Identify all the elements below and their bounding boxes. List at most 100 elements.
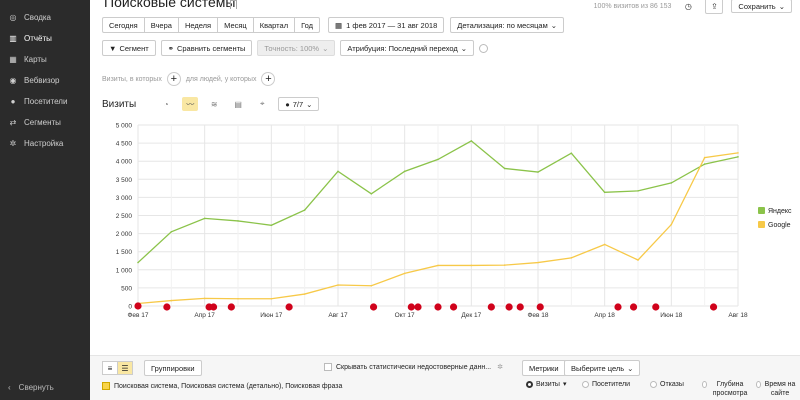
annotation-marker <box>505 303 513 311</box>
maps-icon: ▦ <box>9 55 17 64</box>
chevron-left-icon: ‹ <box>8 383 11 392</box>
sidebar-item-5[interactable]: ⇄ Сегменты <box>0 112 90 133</box>
sidebar-item-0[interactable]: ◎ Сводка <box>0 7 90 28</box>
date-range-picker[interactable]: ▦ 1 фев 2017 — 31 авг 2018 <box>328 17 445 33</box>
period-button-4[interactable]: Квартал <box>252 17 296 33</box>
sidebar-item-3[interactable]: ◉ Вебвизор <box>0 70 90 91</box>
dashboard-icon: ◎ <box>9 13 17 22</box>
series-count-select[interactable]: ● 7/7 ⌄ <box>278 97 320 111</box>
data-point <box>537 171 539 173</box>
period-button-1[interactable]: Вчера <box>143 17 179 33</box>
column-time-label: Время на сайте <box>764 381 796 397</box>
history-icon[interactable]: ◷ <box>679 0 698 14</box>
bookmark-icon[interactable] <box>230 0 237 9</box>
column-time[interactable]: Время на сайте <box>756 380 796 398</box>
legend-label: Google <box>768 222 791 229</box>
x-tick-label: Авг 17 <box>328 312 348 319</box>
column-visits[interactable]: Визиты ▾ <box>526 380 566 389</box>
radio-visits[interactable] <box>526 381 533 388</box>
segment-button[interactable]: ▼ Сегмент <box>102 40 156 56</box>
groupings-button[interactable]: Группировки <box>144 360 202 376</box>
data-point <box>670 182 673 184</box>
data-point <box>303 209 306 211</box>
period-buttons: Сегодня Вчера Неделя Месяц Квартал Год <box>102 17 321 33</box>
line-chart-icon[interactable]: 〰 <box>182 97 199 111</box>
collapse-label: Свернуть <box>18 383 54 392</box>
radio-bounces[interactable] <box>650 381 657 388</box>
visits-share: 100% визитов из 86 153 <box>593 2 672 10</box>
data-point <box>603 243 606 246</box>
save-button[interactable]: Сохранить ⌄ <box>731 0 792 13</box>
period-toolbar: Сегодня Вчера Неделя Месяц Квартал Год ▦ 1 фе… <box>102 17 565 33</box>
annotation-marker <box>516 303 524 311</box>
radio-time[interactable] <box>756 381 762 388</box>
sidebar-item-2[interactable]: ▦ Карты <box>0 49 90 70</box>
sidebar-item-1[interactable]: ▥ Отчёты <box>0 28 90 49</box>
data-point <box>370 284 373 287</box>
chevron-down-icon: ⌄ <box>460 43 468 53</box>
radio-depth[interactable] <box>702 381 708 388</box>
area-chart-icon[interactable]: ≋ <box>210 99 218 109</box>
chevron-down-icon: ⌄ <box>627 363 634 373</box>
sidebar-item-label: Посетители <box>24 97 68 106</box>
people-condition-label: для людей, у которых <box>185 75 257 83</box>
data-point <box>570 257 573 259</box>
bar-chart-icon[interactable]: ▤ <box>234 99 242 109</box>
visitors-icon: ● <box>10 97 16 106</box>
data-point <box>603 191 606 194</box>
x-tick-label: Фев 18 <box>527 312 548 319</box>
header-actions: 100% визитов из 86 153 ◷ ⇪ Сохранить ⌄ <box>594 0 792 14</box>
annotation-marker <box>414 303 422 311</box>
y-tick-label: 4 000 <box>116 159 133 166</box>
collapse-sidebar-button[interactable]: ‹ Свернуть <box>8 383 54 392</box>
add-visit-condition-button[interactable]: + <box>166 72 181 86</box>
column-visitors[interactable]: Посетители <box>582 380 630 389</box>
compare-segments-button[interactable]: ⚭ Сравнить сегменты <box>160 40 253 56</box>
detail-select[interactable]: Детализация: по месяцам ⌄ <box>450 17 565 33</box>
annotation-marker <box>629 303 638 311</box>
sidebar-item-4[interactable]: ● Посетители <box>0 91 90 112</box>
chevron-down-icon: ⌄ <box>306 99 313 109</box>
compare-label: Сравнить сегменты <box>176 43 246 53</box>
data-point <box>303 293 306 295</box>
period-button-3[interactable]: Месяц <box>217 17 254 33</box>
metrics-button[interactable]: Метрики <box>522 360 566 376</box>
chevron-down-icon: ⌄ <box>550 20 558 30</box>
y-tick-label: 3 500 <box>116 177 133 184</box>
gear-icon[interactable]: ✲ <box>497 364 503 371</box>
info-icon[interactable] <box>479 43 489 53</box>
goal-select[interactable]: Выберите цель ⌄ <box>564 360 641 376</box>
dimension-checkbox[interactable] <box>102 382 110 390</box>
y-tick-label: 1 000 <box>116 267 133 274</box>
list-view-icon[interactable]: ≡ <box>102 361 118 375</box>
period-button-0[interactable]: Сегодня <box>102 17 145 33</box>
hide-unreliable-checkbox[interactable] <box>324 363 332 371</box>
visits-line-chart: 0 500 1 000 1 500 2 000 2 500 3 000 3 500 4 000 4… <box>116 123 792 320</box>
annotation-marker <box>209 303 218 311</box>
add-people-condition-button[interactable]: + <box>261 72 276 86</box>
series-count-label: 7/7 <box>292 99 304 109</box>
map-pin-icon[interactable]: ⌖ <box>259 99 265 108</box>
period-button-5[interactable]: Год <box>294 17 321 33</box>
radio-visitors[interactable] <box>582 381 589 388</box>
period-button-2[interactable]: Неделя <box>177 17 219 33</box>
export-icon[interactable]: ⇪ <box>705 0 724 14</box>
legend-swatch <box>758 207 765 214</box>
column-bounces[interactable]: Отказы <box>650 380 684 389</box>
attribution-select[interactable]: Атрибуция: Последний переход ⌄ <box>340 40 475 56</box>
x-tick-label: Окт 17 <box>395 312 415 319</box>
goal-label: Выберите цель <box>571 363 625 373</box>
data-point <box>737 156 739 158</box>
sidebar-item-6[interactable]: ✲ Настройка <box>0 133 90 154</box>
tree-view-icon[interactable]: ☰ <box>117 361 133 375</box>
column-visitors-label: Посетители <box>592 381 630 388</box>
pie-chart-icon[interactable]: ◔ <box>163 99 169 109</box>
reports-icon: ▥ <box>9 34 17 43</box>
data-point <box>470 140 473 142</box>
chevron-down-icon: ⌄ <box>322 43 329 53</box>
table-toolbar: ≡ ☰ Группировки <box>102 360 202 376</box>
accuracy-select[interactable]: Точность: 100% ⌄ <box>257 40 336 56</box>
column-visits-label: Визиты <box>536 381 560 388</box>
hide-unreliable-toggle[interactable]: Скрывать статистически недостоверные дан… <box>324 363 503 371</box>
column-depth[interactable]: Глубина просмотра <box>702 380 750 398</box>
